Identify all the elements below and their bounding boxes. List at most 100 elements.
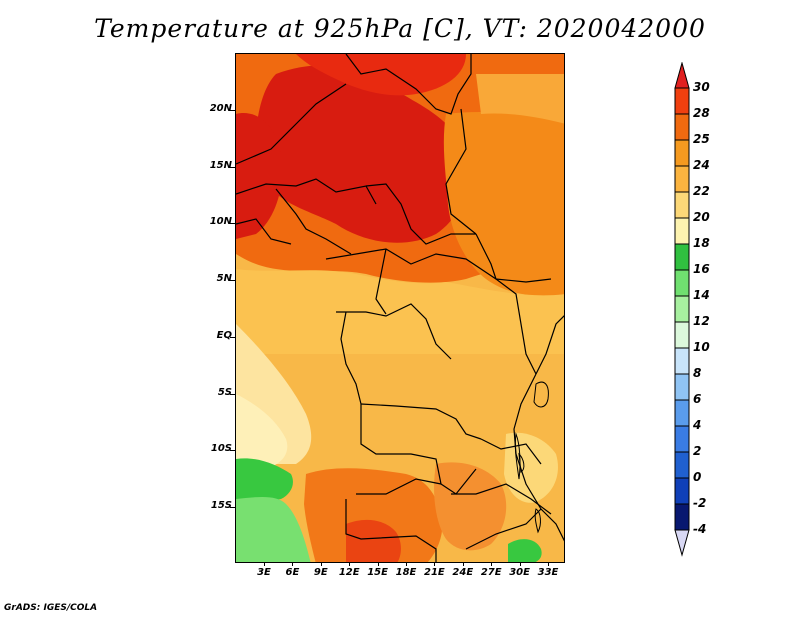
lat-tick-label: 20N <box>209 103 232 114</box>
lon-tick-mark <box>462 562 464 566</box>
colorbar-segment <box>674 165 690 193</box>
colorbar-label: 0 <box>693 470 702 484</box>
lat-tick-mark <box>230 450 235 452</box>
border-line <box>275 188 352 255</box>
colorbar-segment <box>674 113 690 141</box>
temperature-map <box>235 53 565 563</box>
field-north-red <box>256 65 468 243</box>
lon-tick-mark <box>264 562 265 566</box>
colorbar-segment <box>674 347 690 375</box>
lat-tick-label: 10S <box>210 443 232 455</box>
colorbar-segment <box>674 269 690 297</box>
border-line <box>336 303 452 360</box>
border-line <box>375 248 387 315</box>
border-line <box>345 499 437 562</box>
colorbar-label: 20 <box>693 210 710 224</box>
colorbar-label: 30 <box>693 80 710 94</box>
border-line <box>325 248 552 283</box>
lon-tick-mark <box>292 562 294 566</box>
border-line <box>360 404 477 495</box>
lon-tick-mark <box>548 562 549 566</box>
lat-tick-label: 5N <box>216 273 232 285</box>
lakes <box>514 381 549 534</box>
border-line <box>356 478 442 495</box>
colorbar-label: 14 <box>693 288 710 302</box>
field-southeast-orange <box>434 462 507 551</box>
lon-tick-mark <box>406 562 407 566</box>
lat-tick-label: 15S <box>210 499 232 511</box>
colorbar-segment <box>674 373 690 401</box>
lon-tick-label: 21E <box>424 567 445 578</box>
country-borders <box>236 54 564 562</box>
colorbar-graphic <box>674 62 690 557</box>
lon-tick-label: 18E <box>395 567 417 578</box>
lake-outline <box>534 508 541 534</box>
field-green-dark <box>236 458 293 502</box>
lat-tick-mark <box>230 110 235 111</box>
colorbar-segment <box>674 87 690 115</box>
lat-tick-mark <box>230 336 235 338</box>
credit-text: GrADS: IGES/COLA <box>4 603 98 613</box>
lon-tick-label: 33E <box>537 567 559 578</box>
lat-tick-label: 5S <box>217 386 232 398</box>
field-south-orange <box>304 468 443 562</box>
colorbar-segment <box>674 217 690 245</box>
colorbar-label: 16 <box>693 262 710 276</box>
colorbar-segment <box>674 191 690 219</box>
colorbar-label: -2 <box>693 496 707 510</box>
lat-tick-mark <box>230 223 235 225</box>
colorbar-label: 25 <box>693 132 710 146</box>
colorbar-label: 24 <box>693 158 710 172</box>
field-central-light <box>236 269 564 354</box>
border-line <box>535 315 564 375</box>
border-line <box>445 108 477 235</box>
border-line <box>465 508 542 550</box>
border-line <box>495 278 537 375</box>
border-line <box>236 83 347 165</box>
lon-tick-label: 12E <box>338 567 360 578</box>
border-line <box>360 403 482 440</box>
lat-tick-label: 15N <box>209 159 232 171</box>
colorbar-segment <box>674 451 690 479</box>
lon-tick-label: 3E <box>257 567 271 578</box>
colorbar-segment <box>674 477 690 505</box>
field-southeast-green <box>508 539 542 562</box>
field-southeast-pale <box>504 432 558 503</box>
colorbar-segment <box>674 321 690 349</box>
colorbar-label: -4 <box>693 522 707 536</box>
colorbar-label: 8 <box>693 366 702 380</box>
border-line <box>236 218 292 245</box>
lake-outline <box>514 432 521 480</box>
lat-tick-mark <box>230 166 235 168</box>
lat-tick-mark <box>230 506 235 508</box>
colorbar-bottom-arrow <box>674 529 690 557</box>
field-north-top-red <box>296 54 466 96</box>
field-east-orange <box>443 112 564 296</box>
lon-tick-label: 30E <box>509 567 530 578</box>
colorbar-top-arrow <box>674 62 690 89</box>
map-title: Temperature at 925hPa [C], VT: 202004200… <box>94 14 706 43</box>
lon-tick-mark <box>434 562 436 566</box>
lat-tick-label: 10N <box>209 216 232 228</box>
lon-tick-mark <box>377 562 379 566</box>
colorbar-segment <box>674 503 690 531</box>
temperature-field <box>236 54 564 562</box>
colorbar-label: 12 <box>693 314 710 328</box>
lat-tick-mark <box>230 280 235 282</box>
border-line <box>365 183 476 245</box>
colorbar-segment <box>674 425 690 453</box>
colorbar-label: 10 <box>693 340 710 354</box>
lat-tick-mark <box>230 393 235 395</box>
lon-tick-label: 6E <box>285 567 300 578</box>
border-line <box>345 54 472 115</box>
lon-tick-label: 27E <box>480 567 502 578</box>
colorbar-segment <box>674 295 690 323</box>
colorbar-label: 2 <box>693 444 702 458</box>
field-south-red <box>346 519 401 562</box>
colorbar-label: 4 <box>693 418 702 432</box>
lon-tick-mark <box>491 562 493 566</box>
lon-tick-mark <box>519 562 521 566</box>
field-east-light <box>476 74 564 124</box>
colorbar-segment <box>674 399 690 427</box>
lake-outline <box>533 381 549 408</box>
